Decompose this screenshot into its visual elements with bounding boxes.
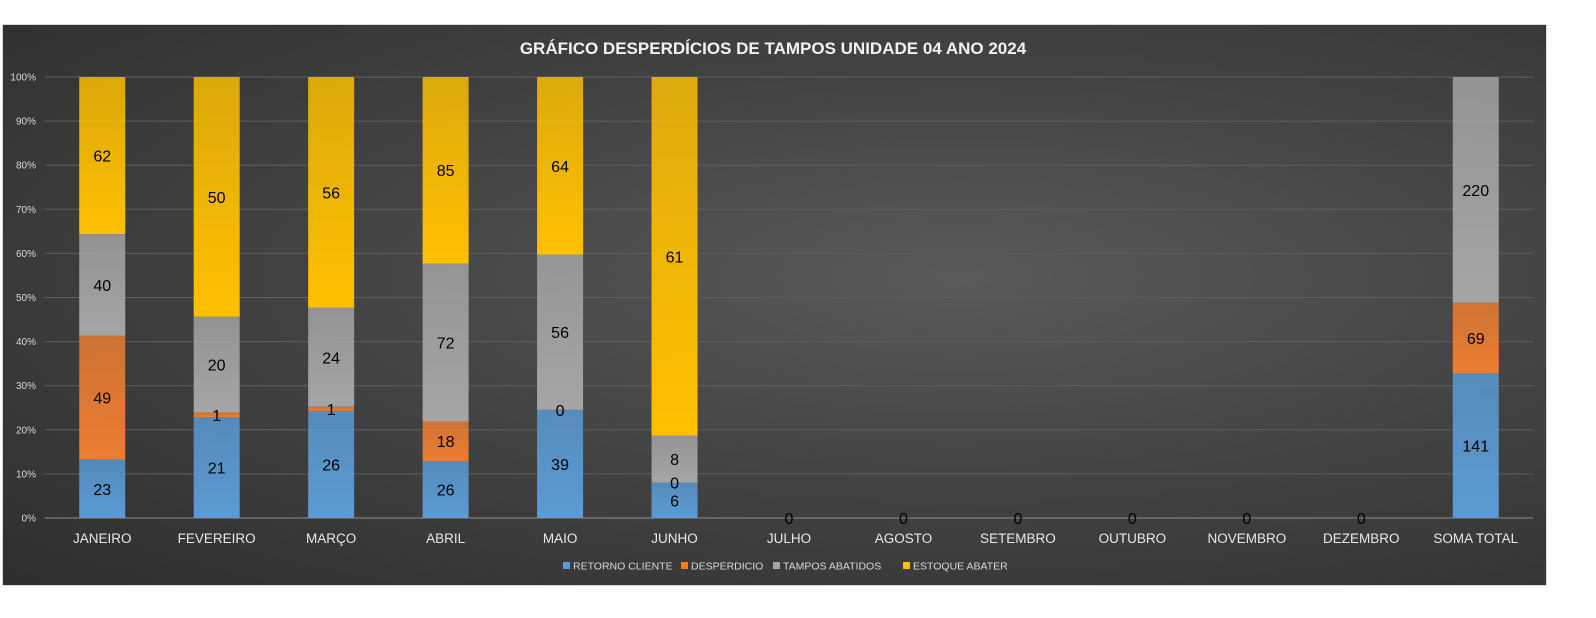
data-label: 39 [551, 457, 569, 474]
data-label: 0 [1242, 511, 1251, 528]
data-label: 18 [437, 434, 455, 451]
bar-segment [308, 410, 355, 518]
bar-segment [79, 459, 126, 518]
bar-segment [308, 307, 355, 407]
data-label: 1 [327, 402, 336, 419]
y-tick-label: 0% [22, 514, 37, 525]
bar-segment [537, 254, 584, 410]
x-axis-ticks: JANEIRO FEVEREIRO MARÇO ABRIL MAIO JUNHO JULHO… [73, 531, 1519, 546]
x-tick-label: SOMA TOTAL [1433, 531, 1518, 546]
bar-segment [1452, 77, 1499, 303]
bar-segment [193, 316, 240, 413]
data-label: 0 [556, 403, 565, 420]
legend-swatch [681, 562, 688, 569]
data-label: 26 [437, 482, 455, 499]
data-label: 1 [212, 408, 221, 425]
bar-segment [193, 412, 240, 418]
y-tick-label: 100% [10, 73, 36, 84]
data-label: 26 [322, 457, 340, 474]
data-label: 0 [1013, 511, 1022, 528]
y-tick-label: 50% [16, 293, 36, 304]
data-label: 21 [208, 461, 226, 478]
bar-segment [651, 435, 698, 483]
bar-segment [308, 406, 355, 411]
legend-swatch [903, 562, 910, 569]
data-label: 0 [1128, 511, 1137, 528]
x-tick-label: JUNHO [651, 531, 698, 546]
bar-segment [422, 421, 469, 461]
data-label: 20 [208, 358, 226, 375]
data-label: 141 [1462, 439, 1489, 456]
x-tick-label: MARÇO [306, 531, 356, 546]
bar-segment [79, 234, 126, 336]
data-label: 40 [93, 278, 111, 295]
data-label: 0 [670, 476, 679, 493]
data-label: 72 [437, 335, 455, 352]
x-tick-label: JANEIRO [73, 531, 132, 546]
bar-segment [422, 263, 469, 422]
y-tick-label: 20% [16, 425, 36, 436]
chart-title: GRÁFICO DESPERDÍCIOS DE TAMPOS UNIDADE 0… [520, 39, 1027, 58]
legend-label: ESTOQUE ABATER [913, 561, 1008, 573]
data-label: 56 [322, 185, 340, 202]
data-label: 8 [670, 452, 679, 469]
data-label: 6 [670, 493, 679, 510]
bar-segment [193, 77, 240, 317]
bar-segment [1452, 302, 1499, 374]
data-label: 64 [551, 159, 569, 176]
x-tick-label: DEZEMBRO [1323, 531, 1400, 546]
x-tick-label: AGOSTO [875, 531, 933, 546]
bars [79, 77, 1499, 518]
x-tick-label: FEVEREIRO [178, 531, 256, 546]
x-tick-label: OUTUBRO [1099, 531, 1167, 546]
bar-segment [422, 460, 469, 518]
y-tick-label: 10% [16, 469, 36, 480]
legend-swatch [563, 562, 570, 569]
data-label: 69 [1467, 331, 1485, 348]
y-tick-label: 70% [16, 205, 36, 216]
bar-segment [1452, 373, 1499, 518]
data-label: 0 [785, 511, 794, 528]
stacked-bar-chart: GRÁFICO DESPERDÍCIOS DE TAMPOS UNIDADE 0… [10, 39, 1533, 573]
data-label: 23 [93, 482, 111, 499]
y-tick-label: 80% [16, 161, 36, 172]
data-label: 56 [551, 325, 569, 342]
legend-label: RETORNO CLIENTE [573, 561, 673, 573]
bar-segment [79, 77, 126, 235]
legend-label: DESPERDICIO [691, 561, 763, 573]
legend-label: TAMPOS ABATIDOS [783, 561, 881, 573]
data-label: 50 [208, 190, 226, 207]
data-label: 0 [899, 511, 908, 528]
data-label: 85 [437, 163, 455, 180]
data-labels: 2349406221120502612456261872853905664608… [93, 149, 1489, 528]
bar-segment [651, 482, 698, 518]
bar-segment [79, 335, 126, 460]
legend-swatch [773, 562, 780, 569]
data-label: 61 [666, 249, 684, 266]
bar-segment [193, 417, 240, 518]
x-tick-label: SETEMBRO [980, 531, 1056, 546]
y-tick-label: 30% [16, 381, 36, 392]
y-tick-label: 40% [16, 337, 36, 348]
y-tick-label: 90% [16, 117, 36, 128]
gridlines [45, 76, 1533, 519]
chart-area: GRÁFICO DESPERDÍCIOS DE TAMPOS UNIDADE 0… [2, 24, 1547, 586]
bar-segment [537, 409, 584, 518]
x-tick-label: MAIO [543, 531, 578, 546]
data-label: 49 [93, 391, 111, 408]
legend: RETORNO CLIENTE DESPERDICIO TAMPOS ABATIDO… [563, 561, 1008, 573]
y-tick-label: 60% [16, 249, 36, 260]
x-tick-label: NOVEMBRO [1207, 531, 1286, 546]
bar-segment [651, 77, 698, 436]
data-label: 62 [93, 149, 111, 166]
data-label: 220 [1462, 183, 1489, 200]
data-label: 0 [1357, 511, 1366, 528]
y-axis-ticks: 0% 10% 20% 30% 40% 50% 60% 70% 80% 90% 100% [10, 73, 36, 525]
bar-segment [422, 77, 469, 264]
bar-segment [308, 77, 355, 308]
data-label: 24 [322, 350, 340, 367]
x-tick-label: ABRIL [426, 531, 466, 546]
x-tick-label: JULHO [767, 531, 811, 546]
bar-segment [537, 77, 584, 255]
